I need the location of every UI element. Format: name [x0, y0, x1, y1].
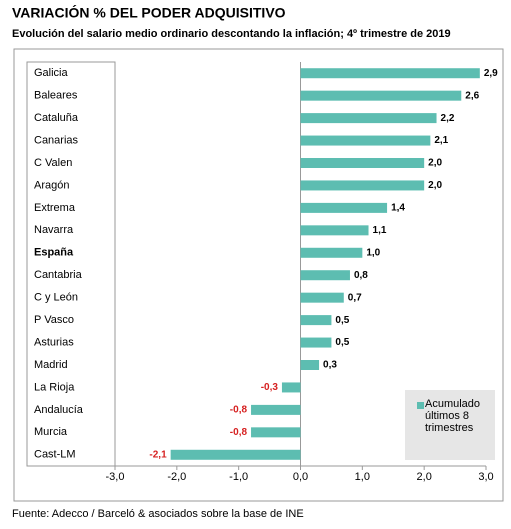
value-label: -0,8 — [230, 405, 248, 416]
bar — [251, 404, 301, 415]
value-label: -0,3 — [261, 382, 279, 393]
legend: Acumulado últimos 8 trimestres — [405, 390, 495, 460]
value-label: 0,8 — [354, 270, 368, 281]
y-tick-label: Aragón — [34, 179, 69, 191]
legend-swatch — [417, 402, 424, 409]
y-tick-label: C y León — [34, 292, 78, 304]
bar — [300, 337, 332, 348]
bar — [251, 427, 301, 438]
y-tick-label: Cataluña — [34, 112, 79, 124]
bar — [300, 180, 425, 191]
x-tick-label: 3,0 — [478, 471, 493, 483]
value-label: 0,7 — [348, 292, 362, 303]
y-tick-label: Canarias — [34, 134, 79, 146]
y-tick-label: Baleares — [34, 90, 78, 102]
y-tick-label: Navarra — [34, 224, 74, 236]
bar — [300, 315, 332, 326]
y-tick-label: Cast-LM — [34, 449, 76, 461]
y-tick-label: C Valen — [34, 157, 72, 169]
x-tick-label: 0,0 — [293, 471, 308, 483]
value-label: 1,1 — [373, 225, 387, 236]
bar — [300, 225, 369, 236]
value-label: -2,1 — [149, 449, 167, 460]
bar — [300, 270, 350, 281]
bar — [300, 158, 425, 168]
y-tick-label: Andalucía — [34, 404, 84, 416]
value-label: 0,5 — [335, 315, 349, 326]
chart-frame — [13, 48, 504, 502]
value-label: -0,8 — [230, 427, 248, 438]
value-label: 0,3 — [323, 360, 337, 371]
value-label: 2,0 — [428, 180, 442, 191]
value-label: 2,0 — [428, 158, 442, 169]
y-tick-label: P Vasco — [34, 314, 74, 326]
bar — [170, 449, 301, 460]
bar — [300, 202, 388, 213]
chart-subtitle: Evolución del salario medio ordinario de… — [12, 28, 451, 40]
y-tick-label: Madrid — [34, 359, 68, 371]
legend-label: Acumulado últimos 8 trimestres — [425, 398, 481, 434]
bar — [300, 90, 462, 101]
y-tick-label: España — [34, 247, 74, 259]
y-tick-label: Extrema — [34, 202, 76, 214]
category-box — [26, 61, 116, 467]
chart-title: VARIACIÓN % DEL PODER ADQUISITIVO — [12, 4, 286, 21]
value-label: 1,4 — [391, 203, 405, 214]
bar — [281, 382, 301, 393]
value-label: 2,9 — [484, 68, 498, 79]
bar — [300, 135, 431, 146]
y-tick-label: Galicia — [34, 67, 69, 79]
y-tick-label: La Rioja — [34, 381, 75, 393]
value-label: 2,2 — [441, 113, 455, 124]
x-tick-label: 2,0 — [417, 471, 432, 483]
value-label: 2,6 — [465, 90, 479, 101]
bar — [300, 247, 363, 258]
y-tick-label: Murcia — [34, 426, 68, 438]
y-tick-label: Asturias — [34, 336, 74, 348]
bar — [300, 292, 344, 303]
value-label: 2,1 — [434, 135, 448, 146]
x-tick-label: -1,0 — [229, 471, 248, 483]
value-label: 0,5 — [335, 337, 349, 348]
source: Fuente: Adecco / Barceló & asociados sob… — [12, 508, 304, 520]
x-tick-label: -3,0 — [106, 471, 125, 483]
x-tick-label: -2,0 — [167, 471, 186, 483]
y-tick-label: Cantabria — [34, 269, 83, 281]
value-label: 1,0 — [366, 247, 380, 258]
bar — [300, 113, 437, 124]
bar — [300, 68, 480, 79]
x-tick-label: 1,0 — [355, 471, 370, 483]
bar — [300, 360, 320, 370]
